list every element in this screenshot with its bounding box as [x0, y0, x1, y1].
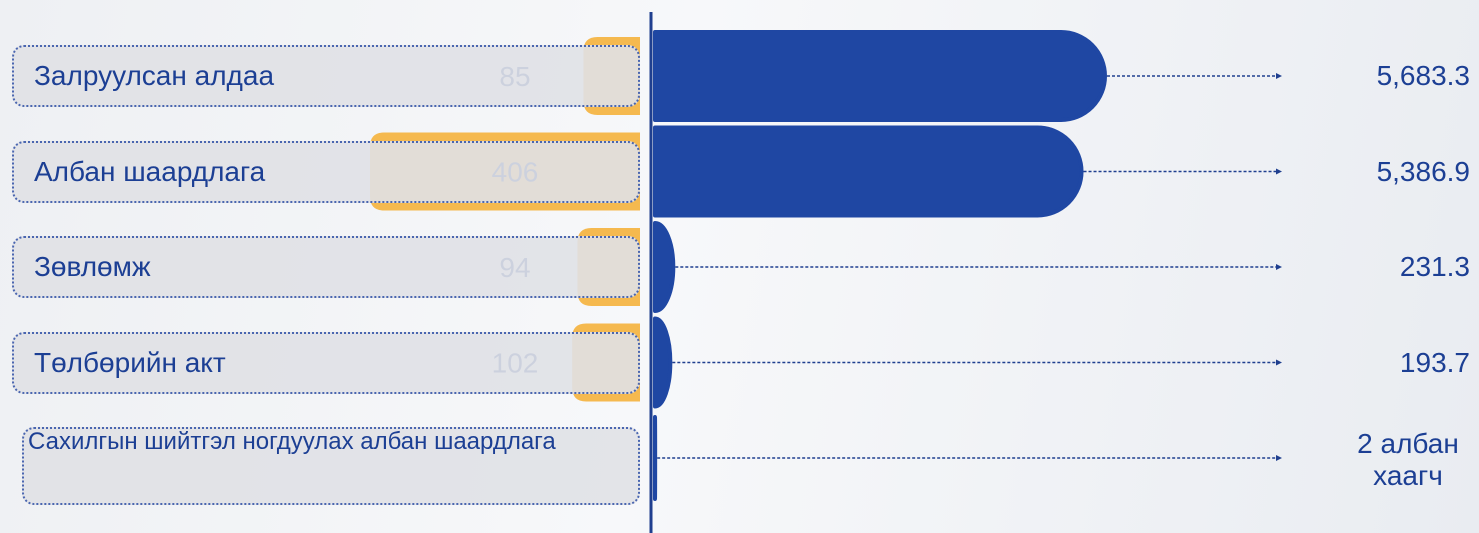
category-label: Албан шаардлага [34, 157, 265, 187]
leader-arrow [1276, 264, 1282, 270]
amount-bar [655, 128, 1082, 216]
amount-label: 231.3 [1290, 252, 1470, 282]
category-label: Сахилгын шийтгэл ногдуулах албан шаардла… [28, 428, 588, 456]
category-label: Зөвлөмж [34, 252, 151, 282]
leader-arrow [1276, 169, 1282, 175]
leader-arrow [1276, 455, 1282, 461]
category-label: Төлбөрийн акт [34, 348, 226, 378]
amount-label: 2 албан хаагч [1343, 428, 1473, 492]
amount-label: 193.7 [1290, 348, 1470, 378]
amount-bar [655, 32, 1105, 120]
chart: 8540694102 Залруулсан алдаа5,683.3Албан … [0, 0, 1479, 533]
amount-bar [655, 223, 673, 311]
leader-arrow [1276, 73, 1282, 79]
leader-arrow [1276, 360, 1282, 366]
amount-label: 5,683.3 [1290, 61, 1470, 91]
amount-bar [655, 319, 670, 407]
amount-label: 5,386.9 [1290, 157, 1470, 187]
category-label: Залруулсан алдаа [34, 61, 274, 91]
